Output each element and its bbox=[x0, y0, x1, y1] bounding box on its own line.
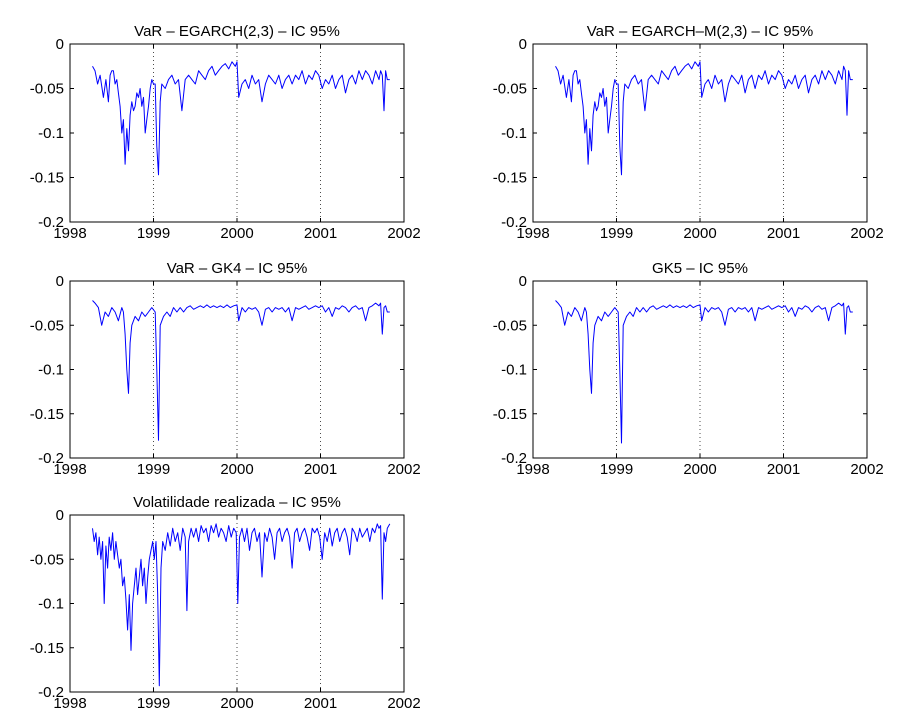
y-tick-label: -0.2 bbox=[38, 214, 64, 231]
y-tick-label: -0.2 bbox=[501, 214, 527, 231]
y-tick-label: -0.15 bbox=[493, 406, 527, 423]
x-tick-label: 2001 bbox=[304, 695, 337, 712]
subplot-title: VaR – EGARCH–M(2,3) – IC 95% bbox=[587, 23, 813, 40]
x-tick-label: 2001 bbox=[304, 225, 337, 242]
x-tick-label: 1999 bbox=[600, 225, 633, 242]
y-tick-label: -0.2 bbox=[501, 450, 527, 467]
y-tick-label: -0.1 bbox=[38, 362, 64, 379]
x-tick-label: 1998 bbox=[516, 461, 549, 478]
y-tick-label: 0 bbox=[519, 36, 527, 53]
y-tick-label: -0.15 bbox=[30, 406, 64, 423]
subplot-1: VaR – EGARCH(2,3) – IC 95% 1998 1999 2000 20… bbox=[30, 23, 421, 242]
x-tick-label: 1999 bbox=[137, 695, 170, 712]
y-tick-label: -0.05 bbox=[30, 551, 64, 568]
y-tick-label: -0.05 bbox=[493, 81, 527, 98]
series-line-1 bbox=[92, 300, 390, 441]
x-tick-label: 2002 bbox=[387, 695, 420, 712]
subplot-3: VaR – GK4 – IC 95% 1998 1999 2000 2001 2002 0 -… bbox=[30, 260, 421, 478]
y-tick-label: 0 bbox=[56, 36, 64, 53]
y-tick-label: -0.15 bbox=[493, 170, 527, 187]
y-tick-label: -0.05 bbox=[30, 81, 64, 98]
x-tick-label: 2002 bbox=[387, 225, 420, 242]
y-tick-label: -0.1 bbox=[501, 362, 527, 379]
x-tick-label: 1999 bbox=[137, 461, 170, 478]
x-tick-label: 2000 bbox=[683, 461, 716, 478]
x-tick-label: 1998 bbox=[53, 461, 86, 478]
x-tick-label: 2001 bbox=[767, 225, 800, 242]
y-tick-label: -0.1 bbox=[38, 125, 64, 142]
x-tick-label: 1998 bbox=[53, 695, 86, 712]
x-tick-label: 2000 bbox=[683, 225, 716, 242]
subplot-title: Volatilidade realizada – IC 95% bbox=[133, 494, 341, 511]
series-line-1 bbox=[555, 61, 853, 176]
x-tick-label: 2001 bbox=[304, 461, 337, 478]
subplot-title: GK5 – IC 95% bbox=[652, 260, 748, 277]
y-tick-label: -0.05 bbox=[30, 317, 64, 334]
x-tick-label: 2001 bbox=[767, 461, 800, 478]
series-line-1 bbox=[92, 61, 390, 176]
x-tick-label: 2000 bbox=[220, 461, 253, 478]
subplot-title: VaR – EGARCH(2,3) – IC 95% bbox=[134, 23, 340, 40]
x-tick-label: 1998 bbox=[53, 225, 86, 242]
x-tick-label: 1999 bbox=[600, 461, 633, 478]
subplot-4: GK5 – IC 95% 1998 1999 2000 2001 2002 0 -0.05 -0… bbox=[493, 260, 884, 478]
subplot-5: Volatilidade realizada – IC 95% 1998 1999 2… bbox=[30, 494, 421, 712]
x-tick-label: 1998 bbox=[516, 225, 549, 242]
series-line-1 bbox=[555, 300, 853, 444]
y-tick-label: -0.1 bbox=[38, 596, 64, 613]
x-tick-label: 2000 bbox=[220, 695, 253, 712]
y-tick-label: -0.2 bbox=[38, 684, 64, 701]
y-tick-label: -0.05 bbox=[493, 317, 527, 334]
x-tick-label: 2002 bbox=[850, 225, 883, 242]
y-tick-label: 0 bbox=[56, 273, 64, 290]
y-tick-label: -0.2 bbox=[38, 450, 64, 467]
y-tick-label: -0.1 bbox=[501, 125, 527, 142]
subplot-2: VaR – EGARCH–M(2,3) – IC 95% 1998 1999 2000… bbox=[493, 23, 884, 242]
subplot-title: VaR – GK4 – IC 95% bbox=[167, 260, 308, 277]
x-tick-label: 2002 bbox=[387, 461, 420, 478]
x-tick-label: 1999 bbox=[137, 225, 170, 242]
y-tick-label: -0.15 bbox=[30, 170, 64, 187]
y-tick-label: 0 bbox=[56, 507, 64, 524]
series-line-1 bbox=[92, 523, 391, 687]
x-tick-label: 2000 bbox=[220, 225, 253, 242]
y-tick-label: 0 bbox=[519, 273, 527, 290]
y-tick-label: -0.15 bbox=[30, 640, 64, 657]
x-tick-label: 2002 bbox=[850, 461, 883, 478]
